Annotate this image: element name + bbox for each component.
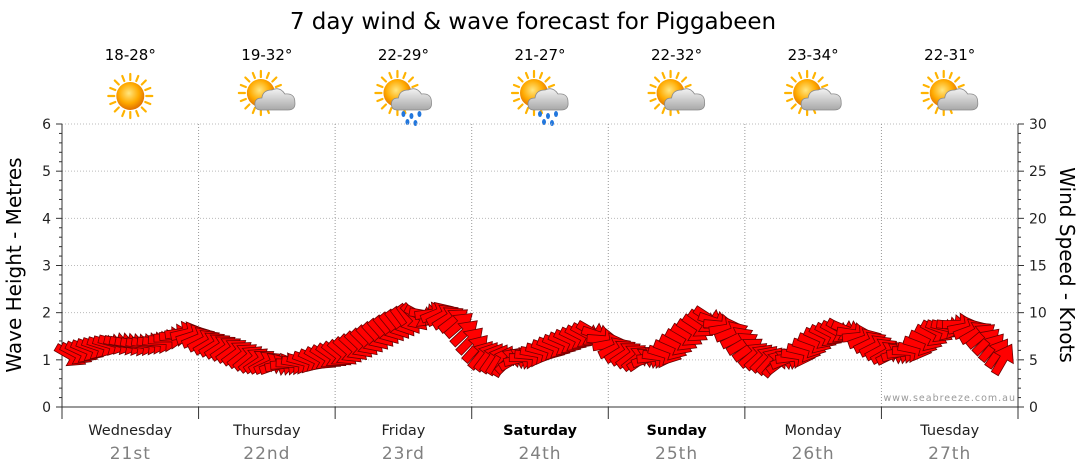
temp-label: 22-31°	[924, 46, 975, 64]
date-label: 25th	[655, 444, 698, 464]
date-label: 23rd	[382, 444, 425, 464]
day-label: Thursday	[232, 423, 301, 439]
y-tick-label: 5	[42, 164, 51, 180]
wind-arrows	[53, 301, 1014, 379]
chart-grid	[62, 123, 1018, 407]
day-label: Saturday	[503, 423, 577, 439]
y2-tick-label: 10	[1029, 306, 1047, 322]
chart-title: 7 day wind & wave forecast for Piggabeen	[290, 9, 776, 35]
weather-row: 18-28° 19-32° 22-29° 21-27° 22-32° 23-34° 22-3…	[105, 46, 979, 126]
y-tick-label: 6	[42, 117, 51, 133]
temp-label: 19-32°	[241, 46, 292, 64]
date-label: 21st	[110, 444, 151, 464]
date-label: 26th	[792, 444, 835, 464]
partly-cloudy-icon	[647, 69, 706, 117]
sun-shower-icon	[374, 69, 432, 126]
y2-tick-label: 30	[1029, 117, 1047, 133]
y-tick-label: 1	[42, 353, 51, 369]
day-label: Sunday	[646, 423, 707, 439]
y2-tick-label: 15	[1029, 259, 1047, 275]
partly-cloudy-icon	[237, 69, 296, 117]
partly-cloudy-icon	[920, 69, 979, 117]
day-label: Monday	[785, 423, 843, 439]
chart-axes: 0 1 2 3 4 5 6 0 5 10 15 20 25 30	[42, 117, 1047, 419]
y2-tick-label: 5	[1029, 353, 1038, 369]
day-label: Tuesday	[919, 423, 979, 439]
y2-axis-title: Wind Speed - Knots	[1055, 167, 1079, 363]
y2-tick-label: 20	[1029, 211, 1047, 227]
temp-label: 22-29°	[378, 46, 429, 64]
sunny-icon	[107, 72, 154, 120]
y2-tick-label: 25	[1029, 164, 1047, 180]
day-label: Friday	[381, 423, 425, 439]
temp-label: 22-32°	[651, 46, 702, 64]
date-label: 27th	[928, 444, 971, 464]
y-tick-label: 4	[42, 211, 51, 227]
temp-label: 18-28°	[105, 46, 156, 64]
partly-cloudy-icon	[784, 69, 842, 117]
temp-label: 23-34°	[788, 46, 839, 64]
day-label: Wednesday	[88, 423, 172, 439]
credit-text: www.seabreeze.com.au	[884, 393, 1017, 404]
y2-tick-label: 0	[1029, 400, 1038, 416]
date-label: 22nd	[243, 444, 290, 464]
date-label: 24th	[518, 444, 561, 464]
temp-label: 21-27°	[514, 46, 565, 64]
x-axis-labels: Wednesday 21st Thursday 22nd Friday 23rd Satur…	[88, 423, 979, 464]
y-tick-label: 2	[42, 306, 51, 322]
y-axis-title: Wave Height - Metres	[2, 157, 26, 372]
sun-shower-icon	[510, 69, 569, 126]
wind-arrow	[990, 343, 1014, 377]
y-tick-label: 3	[42, 259, 51, 275]
y-tick-label: 0	[42, 400, 51, 416]
